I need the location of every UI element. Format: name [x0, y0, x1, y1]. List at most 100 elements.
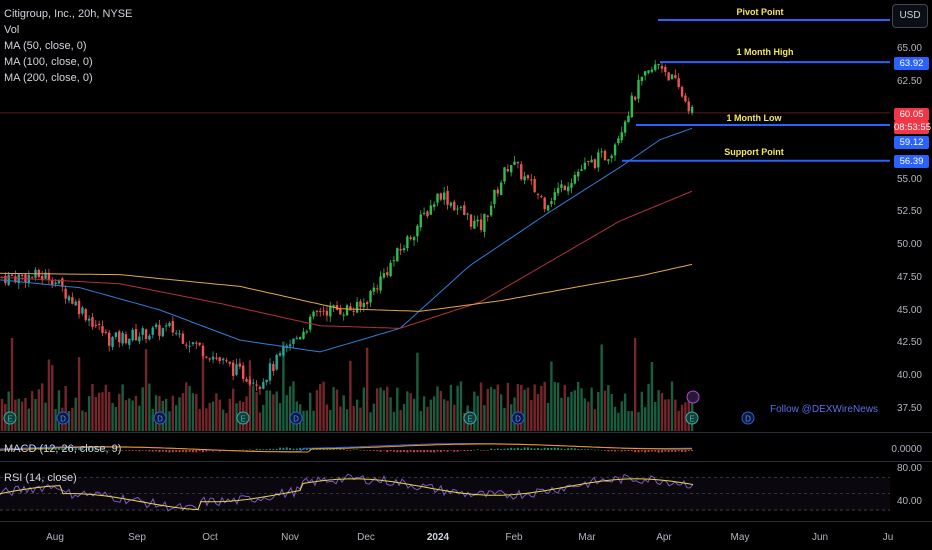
price-tick: 50.00: [896, 239, 922, 250]
volume-bar: [215, 393, 218, 431]
candle-body: [4, 275, 7, 284]
macd-histogram-bar: [372, 450, 375, 451]
macd-histogram-bar: [520, 448, 523, 450]
macd-histogram-bar: [671, 450, 673, 452]
macd-histogram-bar: [81, 447, 84, 450]
volume-bar: [386, 386, 389, 431]
volume-bar: [185, 382, 188, 431]
macd-histogram-bar: [389, 450, 392, 452]
volume-bar: [312, 410, 315, 431]
candle-body: [637, 79, 640, 99]
time-label: Jun: [811, 532, 829, 543]
volume-bar: [432, 396, 436, 431]
volume-bar: [396, 387, 399, 431]
volume-bar: [389, 397, 392, 431]
volume-bar: [446, 400, 449, 431]
dividend-letter: D: [745, 415, 751, 424]
volume-bar: [195, 393, 198, 431]
macd-histogram-bar: [71, 448, 74, 450]
volume-bar: [372, 403, 376, 431]
macd-histogram-bar: [366, 450, 369, 451]
volume-bar: [104, 384, 108, 431]
volume-bar: [181, 393, 185, 431]
volume-bar: [409, 393, 412, 431]
macd-histogram-bar: [212, 450, 215, 452]
macd-histogram-bar: [282, 447, 285, 450]
macd-histogram-bar: [449, 450, 452, 451]
macd-histogram-bar: [108, 449, 111, 451]
candle-body: [258, 386, 262, 389]
macd-histogram-bar: [500, 449, 503, 450]
candle-body: [664, 66, 667, 73]
price-tick: 55.00: [896, 174, 922, 185]
macd-histogram-bar: [470, 450, 472, 452]
currency-button[interactable]: USD: [892, 4, 928, 28]
moving-averages: [0, 127, 693, 353]
volume-bar: [144, 349, 148, 431]
candle-body: [91, 317, 94, 327]
macd-histogram-bar: [396, 450, 399, 453]
volume-bar: [198, 409, 201, 431]
candle-body: [536, 194, 540, 196]
volume-bar: [637, 412, 640, 431]
macd-histogram-bar: [419, 450, 422, 452]
dividend-marker: [289, 411, 303, 425]
candle-body: [268, 363, 272, 381]
candle-body: [406, 236, 409, 249]
symbol-title: Citigroup, Inc., 20h, NYSE: [4, 8, 133, 20]
candle-body: [409, 237, 412, 240]
macd-histogram-bar: [590, 449, 593, 451]
candle-body: [473, 220, 476, 229]
candle-body: [188, 345, 191, 347]
macd-histogram-bar: [550, 447, 553, 450]
candle-body: [215, 357, 218, 359]
candle-body: [7, 274, 10, 285]
volume-bar: [536, 393, 540, 431]
volume-bar: [272, 394, 275, 431]
candle-body: [168, 322, 171, 327]
volume-bar: [476, 395, 479, 431]
macd-histogram-bar: [480, 450, 483, 451]
price-tick: 62.50: [896, 76, 922, 87]
volume-bar: [687, 393, 690, 431]
macd-histogram-bar: [349, 450, 352, 451]
macd-histogram-bar: [155, 450, 158, 452]
candle-body: [195, 342, 198, 344]
volume-bar: [47, 359, 51, 431]
macd-histogram-bar: [607, 450, 610, 452]
macd-histogram-bar: [285, 447, 288, 450]
macd-separator: [0, 432, 932, 433]
volume-bar: [211, 401, 215, 431]
candle-body: [382, 273, 386, 278]
volume-bar: [54, 408, 57, 431]
rsi-tick: 40.00: [896, 496, 922, 507]
volume-bars: [0, 337, 694, 431]
volume-bar: [34, 398, 37, 431]
macd-histogram-bar: [560, 448, 563, 450]
volume-bar: [580, 388, 583, 431]
volume-bar: [138, 405, 141, 431]
candle-body: [573, 174, 577, 184]
macd-histogram-bar: [131, 450, 134, 451]
rsi-separator: [0, 461, 932, 462]
macd-histogram-bar: [684, 450, 687, 453]
volume-bar: [37, 389, 41, 431]
candle-body: [292, 338, 295, 344]
candle-body: [148, 335, 151, 340]
volume-bar: [349, 360, 352, 431]
candle-body: [670, 74, 674, 80]
split-marker-icon: [686, 390, 700, 404]
time-label: Oct: [202, 532, 218, 543]
macd-histogram-bar: [205, 450, 208, 452]
macd-histogram-bar: [255, 448, 258, 450]
ma-line-2: [0, 190, 693, 329]
macd-histogram-bar: [459, 450, 462, 451]
macd-histogram-bar: [640, 450, 643, 452]
candle-body: [265, 379, 268, 382]
macd-histogram-bar: [580, 449, 583, 450]
candle-body: [175, 332, 178, 334]
candle-body: [339, 308, 342, 315]
volume-bar: [208, 403, 211, 431]
volume-bar: [463, 412, 466, 431]
